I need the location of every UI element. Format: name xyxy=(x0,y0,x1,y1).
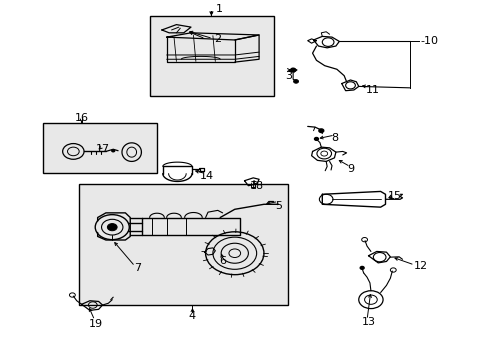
Circle shape xyxy=(293,80,298,83)
Text: 17: 17 xyxy=(95,144,109,154)
Text: 2: 2 xyxy=(214,34,221,44)
Text: 13: 13 xyxy=(361,317,375,327)
Text: 4: 4 xyxy=(188,311,196,321)
Text: -10: -10 xyxy=(420,36,438,46)
Bar xyxy=(149,16,273,96)
Text: 15: 15 xyxy=(387,191,402,201)
Text: 11: 11 xyxy=(365,85,379,95)
Circle shape xyxy=(360,266,364,269)
Text: 1: 1 xyxy=(215,4,222,14)
Circle shape xyxy=(318,129,323,132)
Text: 16: 16 xyxy=(75,113,88,123)
Text: 3: 3 xyxy=(284,71,291,81)
Bar xyxy=(79,184,287,305)
Circle shape xyxy=(107,224,117,231)
Bar xyxy=(42,123,157,173)
Text: 9: 9 xyxy=(346,164,353,174)
Circle shape xyxy=(290,68,295,72)
Text: 8: 8 xyxy=(331,133,338,143)
Circle shape xyxy=(314,138,318,140)
Text: 19: 19 xyxy=(89,319,103,329)
Text: 12: 12 xyxy=(413,261,427,271)
Text: 7: 7 xyxy=(134,262,141,273)
Circle shape xyxy=(112,150,115,152)
Text: 6: 6 xyxy=(219,256,225,266)
Text: 14: 14 xyxy=(199,171,213,181)
Text: 5: 5 xyxy=(274,201,282,211)
Text: 18: 18 xyxy=(249,181,263,191)
